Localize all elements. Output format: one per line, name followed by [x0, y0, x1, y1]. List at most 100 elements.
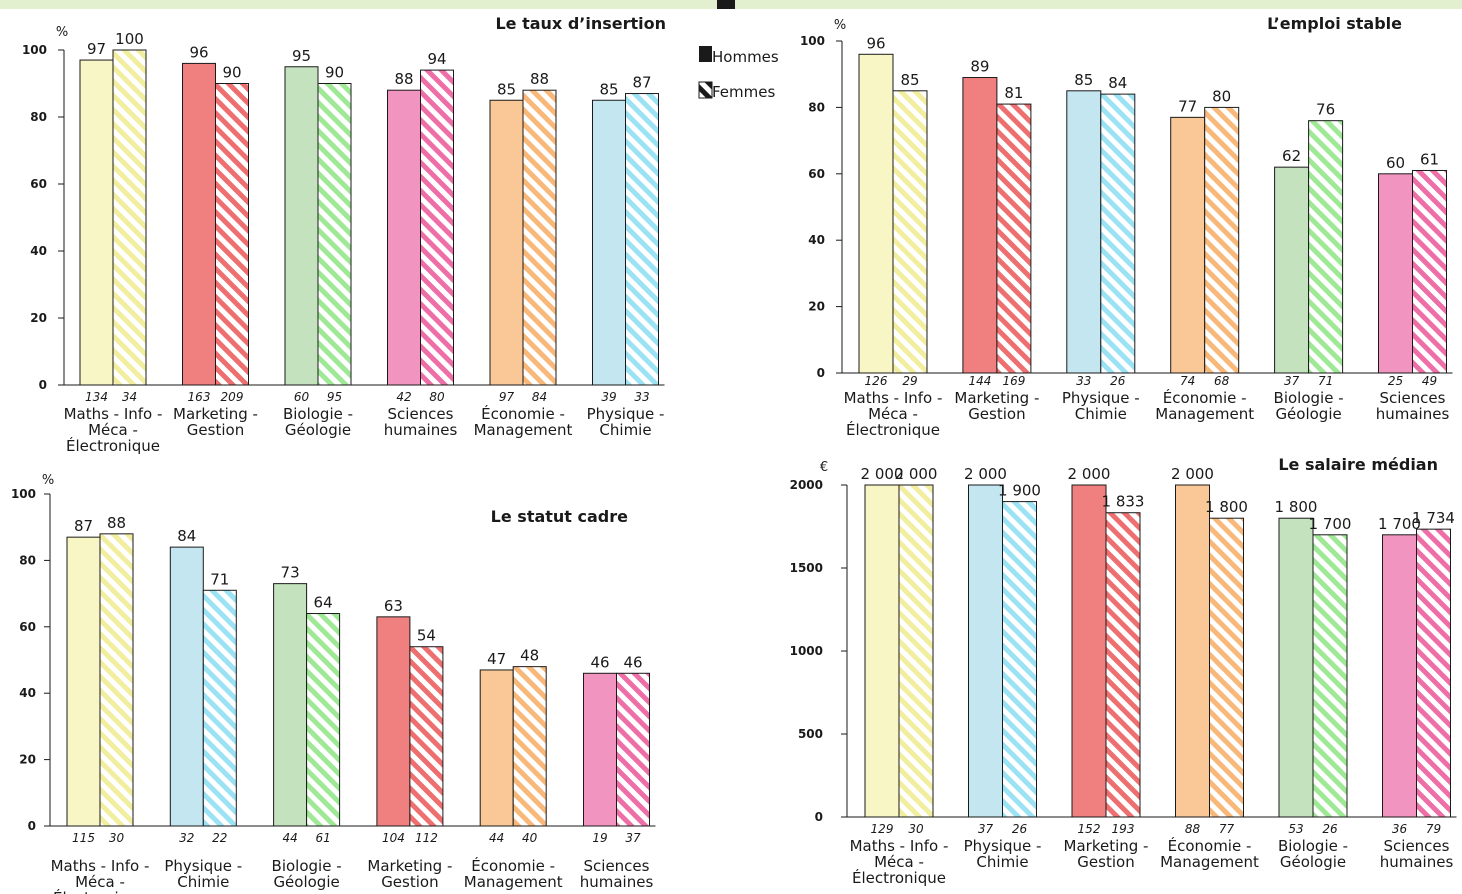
category-label: Maths - Info - — [51, 857, 150, 875]
bar-hommes — [387, 89, 421, 386]
category-label: Électronique — [846, 420, 940, 439]
category-label: Électronique — [53, 888, 147, 894]
y-tick-label: 2000 — [790, 478, 823, 492]
y-unit-label: % — [42, 473, 54, 488]
category-label: Biologie - — [272, 857, 342, 875]
y-tick-label: 40 — [19, 686, 36, 700]
category-label: Électronique — [66, 436, 160, 455]
category-label: Économie - — [471, 856, 555, 875]
value-label-hommes: 2 000 — [964, 465, 1007, 483]
category-label: Géologie — [273, 873, 339, 891]
legend-swatch-men — [699, 46, 712, 62]
value-label-hommes: 73 — [281, 564, 300, 582]
count-label-femmes: 22 — [212, 831, 227, 845]
count-label-hommes: 134 — [85, 390, 108, 404]
category-label: Chimie — [1075, 405, 1127, 423]
count-label-hommes: 163 — [188, 390, 211, 404]
category-label: Gestion — [187, 421, 244, 439]
count-label-hommes: 152 — [1078, 822, 1101, 836]
bar-femmes — [1100, 93, 1136, 374]
category-label: Méca - — [874, 853, 924, 871]
value-label-femmes: 90 — [222, 64, 241, 82]
count-label-femmes: 84 — [532, 390, 547, 404]
count-label-hommes: 25 — [1388, 374, 1403, 388]
count-label-hommes: 33 — [1076, 374, 1091, 388]
value-label-hommes: 60 — [1386, 154, 1405, 172]
chart-title: L’emploi stable — [1267, 14, 1402, 33]
category-label: Maths - Info - — [844, 389, 943, 407]
category-label: Géologie — [1275, 405, 1341, 423]
value-label-femmes: 88 — [107, 514, 126, 532]
value-label-hommes: 88 — [394, 70, 413, 88]
value-label-hommes: 97 — [87, 40, 106, 58]
bar-hommes — [66, 536, 101, 827]
count-label-hommes: 44 — [282, 831, 297, 845]
bar-femmes — [898, 484, 934, 818]
count-label-hommes: 126 — [865, 374, 888, 388]
y-tick-label: 100 — [800, 34, 825, 48]
value-label-femmes: 85 — [900, 71, 919, 89]
bar-femmes — [1209, 517, 1244, 818]
bar-hommes — [1378, 173, 1413, 374]
bar-femmes — [1105, 512, 1141, 818]
category-label: Management — [1155, 405, 1254, 423]
category-label: Maths - Info - — [850, 837, 949, 855]
category-label: Méca - — [75, 873, 125, 891]
count-label-hommes: 19 — [592, 831, 607, 845]
category-label: Physique - — [1062, 389, 1140, 407]
bar-hommes — [1382, 534, 1417, 818]
bar-femmes — [625, 93, 659, 386]
value-label-hommes: 89 — [970, 58, 989, 76]
y-unit-label: € — [820, 460, 828, 475]
value-label-hommes: 85 — [1074, 71, 1093, 89]
value-label-hommes: 2 000 — [861, 465, 904, 483]
value-label-femmes: 1 900 — [998, 482, 1041, 500]
y-tick-label: 20 — [19, 753, 36, 767]
bar-femmes — [616, 672, 650, 827]
count-label-hommes: 97 — [499, 390, 515, 404]
category-label: Chimie — [177, 873, 229, 891]
category-label: Physique - — [164, 857, 242, 875]
value-label-femmes: 1 833 — [1102, 493, 1145, 511]
count-label-hommes: 42 — [396, 390, 411, 404]
y-tick-label: 60 — [30, 177, 47, 191]
count-label-hommes: 144 — [968, 374, 991, 388]
count-label-femmes: 68 — [1214, 374, 1230, 388]
count-label-hommes: 60 — [294, 390, 310, 404]
bar-hommes — [1071, 484, 1107, 818]
category-label: Chimie — [976, 853, 1028, 871]
bar-femmes — [409, 646, 444, 827]
y-tick-label: 20 — [30, 311, 47, 325]
value-label-femmes: 94 — [427, 50, 446, 68]
count-label-femmes: 49 — [1422, 374, 1437, 388]
category-label: Marketing - — [367, 857, 452, 875]
bar-femmes — [306, 613, 341, 827]
count-label-hommes: 32 — [179, 831, 194, 845]
chart-taux-insertion: Le taux d’insertion% 0 20 40 60 80 100 97 134 100… — [22, 14, 666, 455]
count-label-hommes: 37 — [1284, 374, 1300, 388]
bar-femmes — [1416, 528, 1451, 818]
count-label-femmes: 26 — [1322, 822, 1338, 836]
value-label-hommes: 85 — [599, 80, 618, 98]
count-label-hommes: 39 — [601, 390, 616, 404]
category-label: Gestion — [381, 873, 438, 891]
value-label-femmes: 1 734 — [1412, 509, 1455, 527]
category-label: Biologie - — [1278, 837, 1348, 855]
y-tick-label: 500 — [798, 727, 823, 741]
y-tick-label: 0 — [815, 810, 823, 824]
bar-femmes — [892, 90, 928, 374]
count-label-femmes: 80 — [429, 390, 445, 404]
count-label-hommes: 53 — [1288, 822, 1303, 836]
bar-femmes — [317, 83, 352, 386]
value-label-femmes: 61 — [1420, 150, 1439, 168]
value-label-hommes: 1 700 — [1378, 515, 1421, 533]
y-tick-label: 100 — [22, 43, 47, 57]
bar-femmes — [1308, 120, 1344, 374]
value-label-hommes: 62 — [1282, 147, 1301, 165]
value-label-femmes: 88 — [530, 70, 549, 88]
value-label-femmes: 54 — [417, 627, 436, 645]
value-label-femmes: 76 — [1316, 101, 1335, 119]
category-label: Biologie - — [283, 405, 353, 423]
